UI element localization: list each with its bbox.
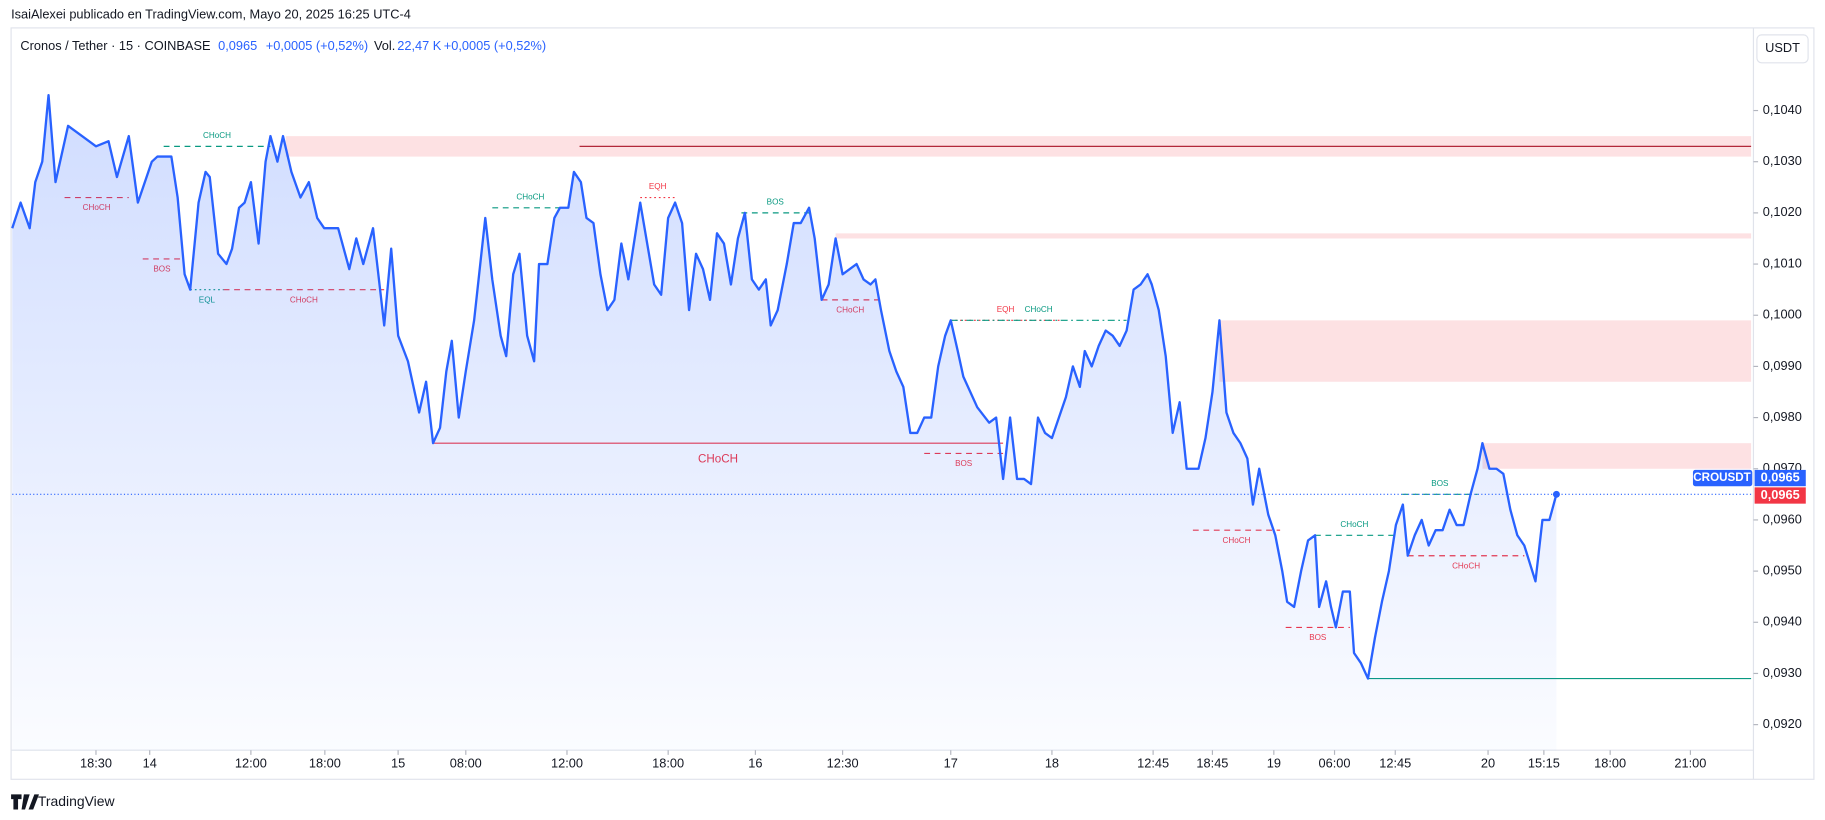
price-tag [1754, 469, 1806, 487]
y-tick-label: 0,0930 [1763, 665, 1802, 680]
brand: TradingView [11, 793, 116, 810]
x-tick-label: 12:45 [1137, 756, 1169, 771]
currency[interactable]: USDT [1765, 40, 1800, 55]
y-tick-label: 0,0940 [1763, 614, 1802, 629]
x-tick-label: 15:15 [1528, 756, 1560, 771]
price-tag-text: 0,0965 [1761, 469, 1800, 484]
legend: Cronos / Tether · 15 · COINBASE 0,0965 +… [20, 38, 546, 53]
x-tick-label: 08:00 [450, 756, 482, 771]
x-tick-label: 18 [1045, 756, 1059, 771]
x-tick-label: 20 [1481, 756, 1495, 771]
x-tick-label: 18:45 [1196, 756, 1228, 771]
zone [1219, 320, 1752, 382]
y-tick-label: 0,1030 [1763, 153, 1802, 168]
x-tick-label: 12:30 [827, 756, 859, 771]
y-tick-label: 0,0960 [1763, 511, 1802, 526]
x-tick-label: 19 [1267, 756, 1281, 771]
y-tick-label: 0,0950 [1763, 562, 1802, 577]
x-tick-label: 18:00 [309, 756, 341, 771]
x-tick-label: 12:00 [235, 756, 267, 771]
x-tick-label: 12:00 [551, 756, 583, 771]
close-tag-text: 0,0965 [1761, 487, 1800, 502]
x-tick-label: 14 [143, 756, 157, 771]
level-label: CHoCH [1340, 520, 1368, 529]
level-label: CHoCH [1025, 305, 1053, 314]
level-label: CHoCH [516, 192, 544, 201]
brand-name: TradingView [38, 793, 116, 809]
x-tick-label: 15 [391, 756, 405, 771]
level-label: CHoCH [203, 131, 231, 140]
x-tick-label: 06:00 [1319, 756, 1351, 771]
x-tick-label: 21:00 [1674, 756, 1706, 771]
x-tick-label: 18:00 [1594, 756, 1626, 771]
price-area [12, 95, 1557, 751]
y-tick-label: 0,0920 [1763, 716, 1802, 731]
volume-label: Vol. [374, 38, 395, 53]
y-tick-label: 0,0990 [1763, 358, 1802, 373]
author: IsaiAlexei publicado en TradingView.com,… [11, 6, 411, 21]
volume: 22,47 K [397, 38, 442, 53]
close-tag [1754, 487, 1806, 504]
frame [10, 27, 1815, 780]
level-label: BOS [767, 198, 785, 207]
last-point [1552, 490, 1560, 498]
plot: 0,09200,09300,09400,09500,09600,09700,09… [11, 93, 1806, 771]
symbol: Cronos / Tether · 15 · COINBASE [20, 38, 210, 53]
price: 0,0965 [218, 38, 257, 53]
brand-logo [11, 794, 39, 810]
level-label: BOS [1431, 479, 1449, 488]
x-tick-label: 16 [748, 756, 762, 771]
level-label: EQH [997, 305, 1015, 314]
x-tick-label: 18:00 [652, 756, 684, 771]
change: +0,0005 (+0,52%) [266, 38, 368, 53]
y-tick-label: 0,1020 [1763, 204, 1802, 219]
y-tick-label: 0,1040 [1763, 102, 1802, 117]
x-tick-label: 18:30 [80, 756, 112, 771]
symbol-tag-text: CROUSDT [1693, 471, 1750, 484]
y-tick-label: 0,1010 [1763, 255, 1802, 270]
price-line [11, 93, 1558, 680]
x-tick-label: 17 [944, 756, 958, 771]
x-tick-label: 12:45 [1379, 756, 1411, 771]
zone [835, 233, 1752, 239]
symbol-tag [1692, 469, 1753, 487]
y-tick-label: 0,1000 [1763, 307, 1802, 322]
volume-change: +0,0005 (+0,52%) [444, 38, 546, 53]
currency-button[interactable] [1756, 34, 1809, 64]
level-label: EQH [649, 182, 667, 191]
zone [1482, 443, 1752, 469]
y-tick-label: 0,0980 [1763, 409, 1802, 424]
